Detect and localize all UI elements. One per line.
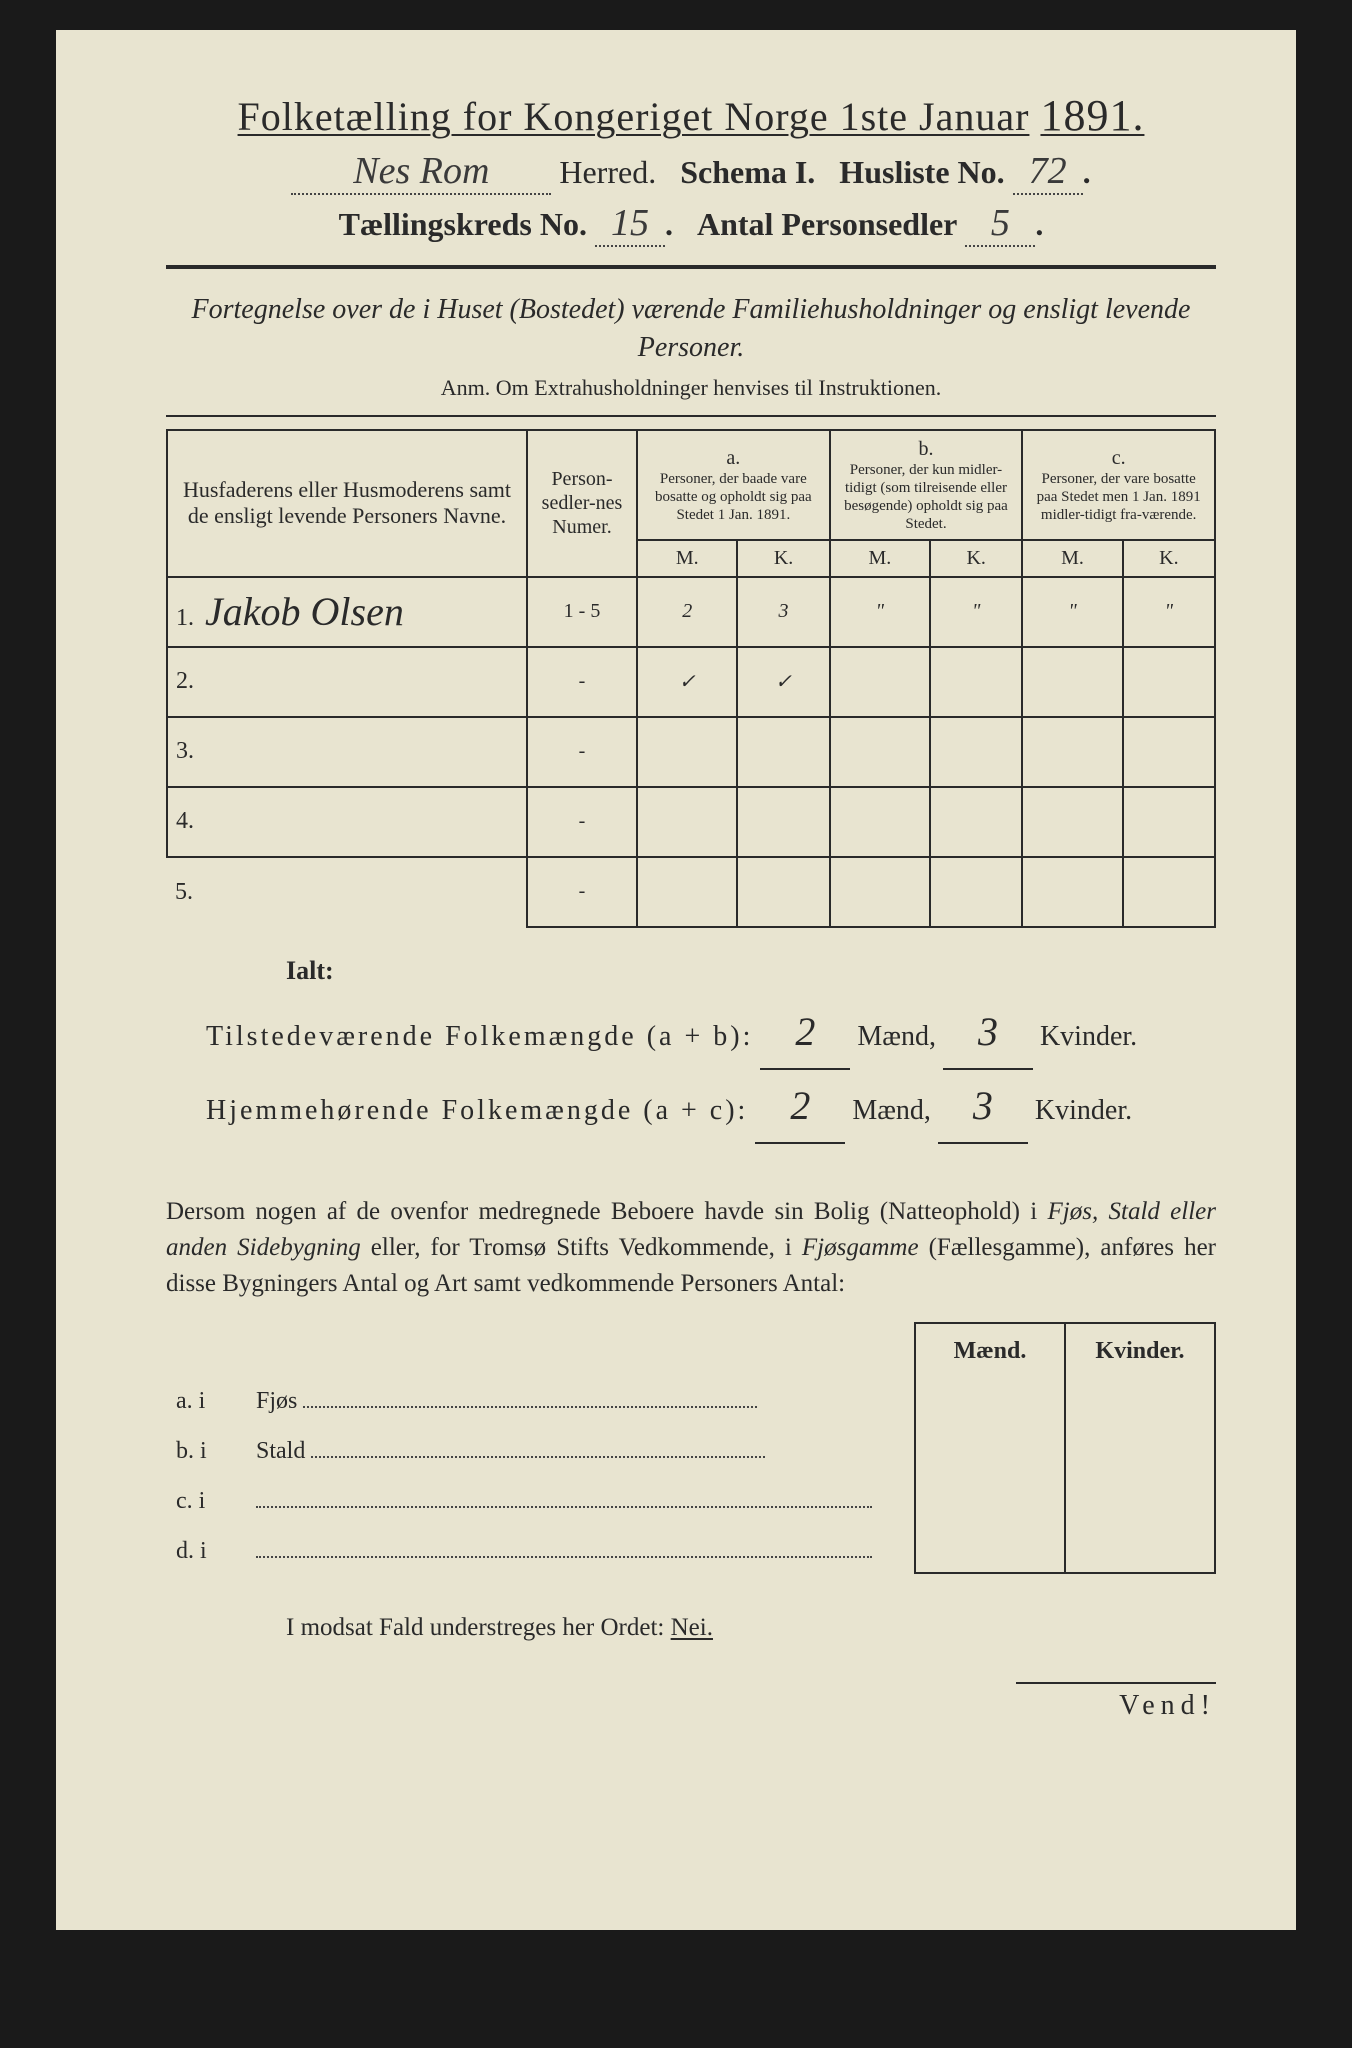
col-c: c. Personer, der vare bosatte paa Stedet… bbox=[1022, 430, 1215, 540]
hdr-m: M. bbox=[637, 540, 737, 577]
hjemme-label: Hjemmehørende Folkemængde (a + c): bbox=[206, 1095, 748, 1126]
col-numer: Person-sedler-nes Numer. bbox=[527, 430, 637, 577]
hdr-m: M. bbox=[830, 540, 930, 577]
ialt-label: Ialt: bbox=[286, 956, 1216, 986]
divider bbox=[166, 265, 1216, 269]
table-row: 2. - ✓ ✓ bbox=[167, 647, 1215, 717]
schema-label: Schema I. bbox=[680, 154, 815, 190]
tilstede-label: Tilstedeværende Folkemængde (a + b): bbox=[206, 1021, 753, 1052]
title: Folketælling for Kongeriget Norge 1ste J… bbox=[166, 90, 1216, 141]
side-row: c. i bbox=[166, 1473, 1215, 1523]
hdr-k: K. bbox=[737, 540, 829, 577]
census-form: Folketælling for Kongeriget Norge 1ste J… bbox=[56, 30, 1296, 1930]
table-row: 1. Jakob Olsen 1 - 5 2 3 " " " " bbox=[167, 577, 1215, 647]
line-herred: Nes Rom Herred. Schema I. Husliste No. 7… bbox=[166, 149, 1216, 195]
col-a: a. Personer, der baade vare bosatte og o… bbox=[637, 430, 830, 540]
col-names: Husfaderens eller Husmoderens samt de en… bbox=[167, 430, 527, 577]
side-row: b. i Stald bbox=[166, 1423, 1215, 1473]
table-row: 5. - bbox=[167, 857, 1215, 927]
totals-block: Tilstedeværende Folkemængde (a + b): 2 M… bbox=[206, 996, 1216, 1144]
husliste-label: Husliste No. bbox=[839, 154, 1004, 190]
vend-label: Vend! bbox=[1016, 1682, 1216, 1722]
kreds-no: 15 bbox=[595, 201, 665, 247]
col-b: b. Personer, der kun midler-tidigt (som … bbox=[830, 430, 1023, 540]
paragraph: Dersom nogen af de ovenfor medregnede Be… bbox=[166, 1194, 1216, 1303]
side-row: a. i Fjøs bbox=[166, 1373, 1215, 1423]
kreds-label: Tællingskreds No. bbox=[339, 206, 587, 242]
name-1: Jakob Olsen bbox=[205, 589, 404, 634]
herred-label: Herred. bbox=[559, 154, 656, 190]
nei-word: Nei. bbox=[671, 1614, 713, 1641]
side-row: d. i bbox=[166, 1523, 1215, 1573]
subtitle: Fortegnelse over de i Huset (Bostedet) v… bbox=[166, 291, 1216, 367]
hdr-k: K. bbox=[930, 540, 1022, 577]
anm-note: Anm. Om Extrahusholdninger henvises til … bbox=[166, 375, 1216, 401]
table-row: 3. - bbox=[167, 717, 1215, 787]
hdr-k: K. bbox=[1123, 540, 1215, 577]
val-m1: 2 bbox=[760, 996, 850, 1070]
val-k2: 3 bbox=[938, 1070, 1028, 1144]
table-row: 4. - bbox=[167, 787, 1215, 857]
hdr-m: M. bbox=[1022, 540, 1122, 577]
husliste-no: 72 bbox=[1013, 149, 1083, 195]
title-year: 1891. bbox=[1040, 91, 1144, 140]
modsat-line: I modsat Fald understreges her Ordet: Ne… bbox=[286, 1614, 1216, 1642]
val-m2: 2 bbox=[755, 1070, 845, 1144]
title-text: Folketælling for Kongeriget Norge 1ste J… bbox=[238, 94, 1030, 139]
hdr-maend: Mænd. bbox=[915, 1323, 1065, 1373]
antal-label: Antal Personsedler bbox=[697, 206, 957, 242]
line-kreds: Tællingskreds No. 15. Antal Personsedler… bbox=[166, 201, 1216, 247]
divider bbox=[166, 415, 1216, 417]
main-table: Husfaderens eller Husmoderens samt de en… bbox=[166, 429, 1216, 928]
herred-handwritten: Nes Rom bbox=[291, 149, 551, 195]
side-table: Mænd. Kvinder. a. i Fjøs b. i Stald c. i… bbox=[166, 1322, 1216, 1574]
val-k1: 3 bbox=[943, 996, 1033, 1070]
antal-no: 5 bbox=[965, 201, 1035, 247]
hdr-kvinder: Kvinder. bbox=[1065, 1323, 1215, 1373]
